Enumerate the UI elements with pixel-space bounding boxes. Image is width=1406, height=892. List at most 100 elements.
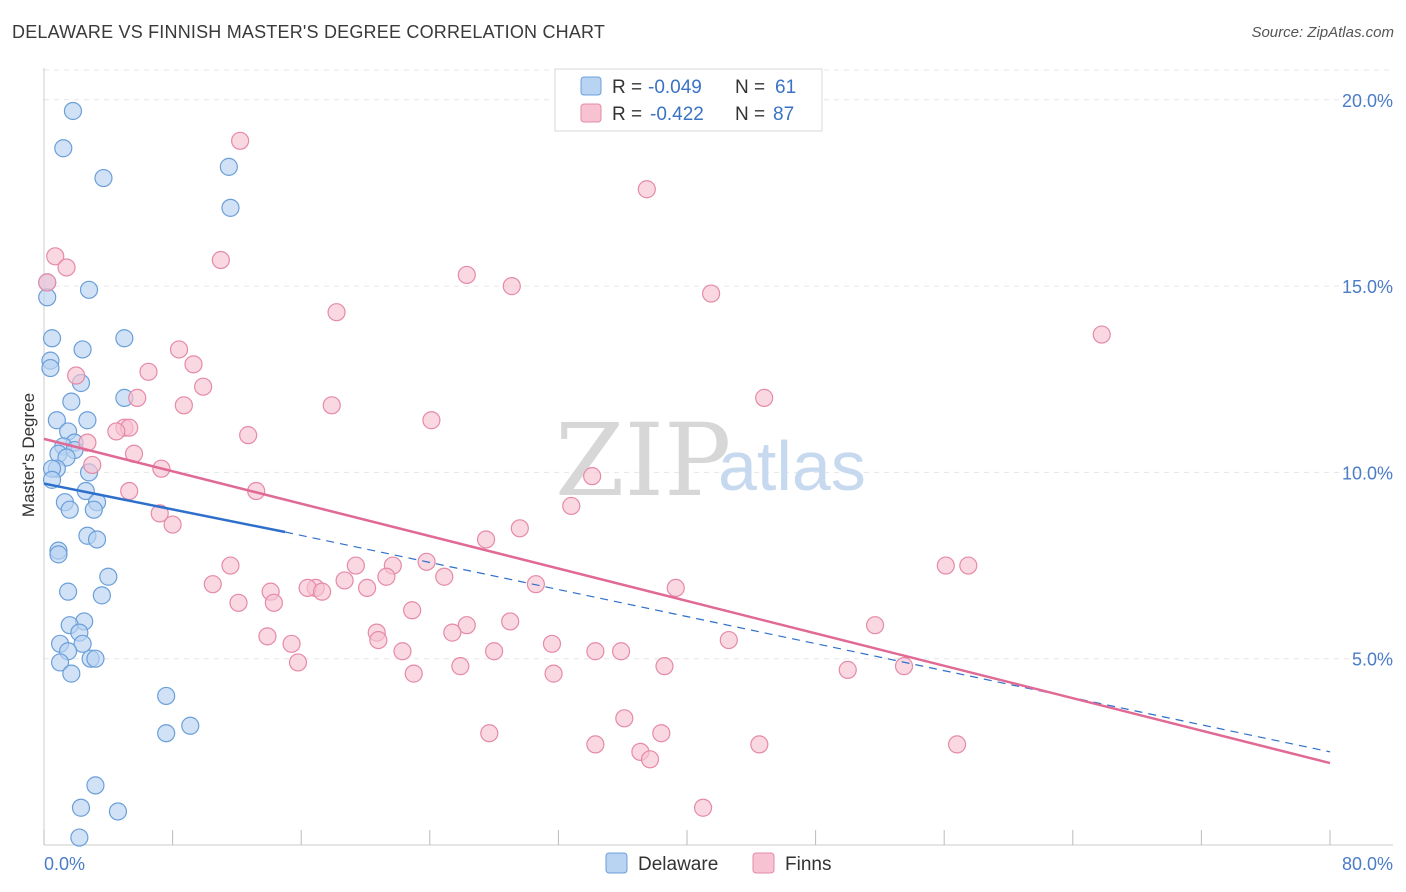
finns-point (203, 575, 222, 594)
finns-point (163, 515, 182, 534)
legend-box: R = -0.049 N = 61 R = -0.422 N = 87 (554, 68, 823, 132)
delaware-point (115, 329, 134, 348)
finns-point (435, 567, 454, 586)
delaware-point (157, 724, 176, 743)
source-label: Source: ZipAtlas.com (1251, 24, 1394, 41)
finns-point (755, 388, 774, 407)
delaware-point (157, 686, 176, 706)
chart-title: DELAWARE VS FINNISH MASTER'S DEGREE CORR… (12, 22, 606, 42)
finns-point (719, 630, 738, 650)
finns-point (1092, 325, 1111, 344)
watermark-zip: ZIP (555, 402, 731, 519)
finns-point (83, 455, 102, 475)
delaware-point (84, 500, 103, 519)
finns-point (46, 247, 65, 266)
delaware-point (94, 168, 113, 188)
bottom-legend-delaware-swatch (605, 852, 628, 874)
finns-point (393, 642, 412, 661)
finns-point (838, 660, 857, 679)
finns-point (615, 709, 634, 728)
delaware-point (219, 157, 238, 176)
axes (43, 68, 1393, 846)
finns-point (894, 657, 914, 676)
finns-point (239, 426, 258, 445)
finns-point (457, 616, 476, 635)
delaware-point (86, 649, 105, 668)
finns-point (443, 623, 462, 642)
finns-point (936, 556, 955, 575)
finns-point (327, 303, 346, 322)
y-tick-label: 5.0% (1352, 650, 1393, 670)
finns-point (583, 467, 602, 486)
legend-delaware-swatch (580, 76, 602, 96)
trend-lines (43, 437, 1331, 765)
finns-point (258, 627, 277, 646)
finns-point (666, 578, 685, 598)
delaware-point (73, 340, 92, 359)
y-axis-label: Master's Degree (19, 393, 38, 517)
legend-r-value-1: -0.049 (648, 77, 702, 98)
finns-point (457, 265, 476, 285)
finns-point (510, 519, 529, 538)
watermark: ZIP atlas (555, 402, 866, 519)
delaware-point (99, 567, 118, 586)
finns-point (358, 578, 377, 598)
finns-point (174, 396, 193, 415)
finns-point (67, 366, 86, 385)
finns-point (702, 284, 721, 303)
finns-point (502, 277, 521, 296)
finns-point (107, 422, 126, 441)
delaware-points (38, 101, 240, 847)
delaware-point (49, 545, 68, 564)
delaware-point (60, 500, 79, 519)
finns-point (322, 396, 341, 415)
finns-point (282, 634, 301, 653)
delaware-point (78, 411, 97, 430)
x-tick-label-min: 0.0% (44, 854, 85, 874)
finns-point (750, 735, 769, 754)
gridlines (44, 69, 1393, 660)
bottom-legend-finns-label: Finns (785, 854, 831, 875)
delaware-point (63, 101, 83, 121)
delaware-point (41, 358, 60, 378)
finns-point (57, 258, 76, 277)
finns-point (288, 653, 308, 672)
finns-point (586, 642, 605, 661)
finns-point (655, 657, 674, 676)
delaware-point (42, 329, 62, 348)
delaware-point (221, 198, 240, 217)
finns-points (38, 131, 1111, 817)
delaware-point (73, 634, 92, 653)
delaware-point (92, 586, 111, 605)
finns-point (120, 481, 139, 501)
legend-n-label-2: N = (735, 104, 765, 125)
delaware-point (181, 716, 200, 735)
delaware-trend-line (43, 482, 286, 534)
finns-point (422, 411, 441, 430)
finns-point (139, 362, 158, 381)
finns-point (544, 664, 563, 683)
finns-trend-line (43, 437, 1331, 765)
legend-r-value-2: -0.422 (650, 104, 704, 125)
delaware-point (79, 280, 99, 299)
finns-point (335, 571, 354, 590)
finns-point (451, 657, 470, 676)
delaware-point (54, 139, 73, 158)
legend-r-label-1: R = (612, 77, 642, 98)
finns-point (264, 593, 283, 612)
finns-point (231, 131, 250, 150)
y-tick-labels: 5.0% 10.0% 15.0% 20.0% (1342, 91, 1393, 670)
legend-n-value-1: 61 (775, 77, 796, 98)
delaware-point (108, 802, 128, 821)
finns-point (637, 180, 656, 199)
finns-point (403, 601, 422, 620)
finns-point (169, 340, 189, 359)
delaware-point (62, 664, 81, 683)
delaware-point (62, 392, 81, 411)
finns-point (959, 556, 978, 575)
finns-point (652, 724, 671, 743)
finns-point (229, 593, 248, 612)
finns-point (346, 556, 365, 575)
finns-point (38, 273, 57, 292)
